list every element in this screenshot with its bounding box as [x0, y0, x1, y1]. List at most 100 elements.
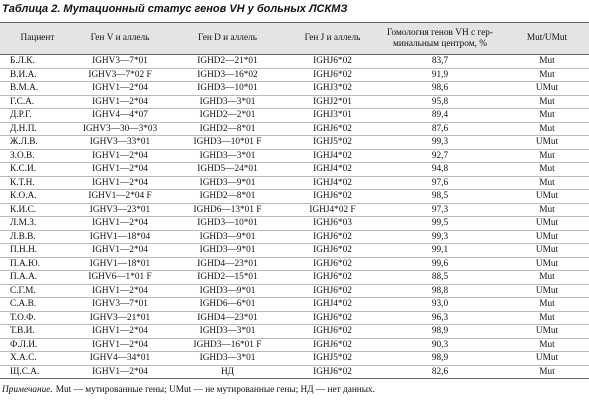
table-row: Г.С.А. IGHV1—2*04 IGHD3—3*01 IGHJ2*01 95,8 Mu…: [0, 95, 589, 109]
table-cell: Г.С.А.: [0, 95, 75, 109]
table-cell: IGHV3—23*01: [75, 203, 165, 217]
table-cell: 91,9: [375, 68, 505, 82]
table-cell: IGHV3—33*01: [75, 135, 165, 150]
header-cell: Пациент: [0, 22, 75, 55]
table-cell: П.А.Ю.: [0, 257, 75, 271]
table-row: Т.В.И. IGHV1—2*04 IGHD3—3*01 IGHJ6*02 98,9 UM…: [0, 324, 589, 339]
table-cell: IGHJ4*02: [290, 297, 375, 312]
table-cell: IGHV1—2*04: [75, 149, 165, 163]
table-row: Щ.С.А. IGHV1—2*04 НД IGHJ6*02 82,6 Mut: [0, 365, 589, 379]
table-row: В.М.А. IGHV1—2*04 IGHD3—10*01 IGHJ3*02 98,6 U…: [0, 81, 589, 96]
table-cell: IGHV6—1*01 F: [75, 270, 165, 285]
table-cell: IGHV1—2*04 F: [75, 189, 165, 204]
table-cell: IGHD2—8*01: [165, 189, 290, 204]
table-row: К.С.И. IGHV1—2*04 IGHD5—24*01 IGHJ4*02 94,8 M…: [0, 162, 589, 177]
header-cell: Mut/UMut: [505, 22, 589, 55]
table-cell: IGHV3—7*02 F: [75, 68, 165, 82]
table-cell: 98,8: [375, 284, 505, 298]
table-cell: Mut: [505, 311, 589, 325]
table-cell: IGHD3—3*01: [165, 324, 290, 339]
table-row: П.А.Ю. IGHV1—18*01 IGHD4—23*01 IGHJ6*02 99,6…: [0, 257, 589, 271]
table-cell: IGHD3—10*01: [165, 216, 290, 231]
table-cell: IGHJ6*02: [290, 122, 375, 136]
table-cell: Щ.С.А.: [0, 365, 75, 379]
table-cell: IGHJ4*02: [290, 176, 375, 190]
table-cell: IGHV3—30—3*03: [75, 122, 165, 136]
table-cell: Mut: [505, 338, 589, 352]
note-text: Mut — мутированные гены; UMut — не мутир…: [55, 385, 375, 395]
table-cell: IGHJ3*01: [290, 108, 375, 123]
header-row: Пациент Ген V и аллель Ген D и аллель Ген J…: [0, 22, 589, 55]
table-cell: IGHV1—2*04: [75, 216, 165, 231]
table-cell: IGHJ6*02: [290, 284, 375, 298]
table-cell: IGHJ3*02: [290, 81, 375, 96]
table-cell: IGHJ6*02: [290, 243, 375, 258]
table-cell: Mut: [505, 365, 589, 379]
table-cell: IGHV1—2*04: [75, 365, 165, 379]
table-cell: IGHD3—9*01: [165, 284, 290, 298]
table-cell: IGHJ6*02: [290, 54, 375, 69]
table-cell: IGHD6—13*01 F: [165, 203, 290, 217]
table-cell: IGHV1—2*04: [75, 284, 165, 298]
table-cell: 93,0: [375, 297, 505, 312]
table-cell: Mut: [505, 68, 589, 82]
table-cell: IGHV1—18*01: [75, 257, 165, 271]
table-row: Д.Р.Г. IGHV4—4*07 IGHD2—2*01 IGHJ3*01 89,4 Mu…: [0, 108, 589, 123]
table-cell: UMut: [505, 81, 589, 96]
table-cell: П.А.А.: [0, 270, 75, 285]
table-cell: IGHD2—21*01: [165, 54, 290, 69]
table-cell: Mut: [505, 122, 589, 136]
table-cell: С.А.В.: [0, 297, 75, 312]
table-cell: НД: [165, 365, 290, 379]
table-cell: 95,8: [375, 95, 505, 109]
table-cell: Mut: [505, 270, 589, 285]
table-cell: IGHD3—3*01: [165, 351, 290, 366]
table-cell: Х.А.С.: [0, 351, 75, 366]
table-cell: 88,5: [375, 270, 505, 285]
table-cell: Mut: [505, 54, 589, 69]
table-cell: IGHJ6*02: [290, 324, 375, 339]
table-cell: IGHV1—2*04: [75, 81, 165, 96]
table-cell: Т.В.И.: [0, 324, 75, 339]
table-body: Б.Л.К. IGHV3—7*01 IGHD2—21*01 IGHJ6*02 83,7 M…: [0, 54, 589, 379]
table-cell: 87,6: [375, 122, 505, 136]
table-cell: IGHD2—2*01: [165, 108, 290, 123]
table-cell: UMut: [505, 230, 589, 244]
table-cell: Ф.Л.И.: [0, 338, 75, 352]
table-cell: 99,3: [375, 230, 505, 244]
table-cell: К.И.С.: [0, 203, 75, 217]
table-cell: IGHJ4*02: [290, 149, 375, 163]
table-row: Т.О.Ф. IGHV3—21*01 IGHD4—23*01 IGHJ6*02 96,3…: [0, 311, 589, 325]
table-cell: 89,4: [375, 108, 505, 123]
table-cell: IGHJ2*01: [290, 95, 375, 109]
table-cell: IGHD3—3*01: [165, 149, 290, 163]
table-cell: IGHJ6*02: [290, 365, 375, 379]
table-cell: IGHV1—2*04: [75, 162, 165, 177]
table-cell: IGHV1—2*04: [75, 338, 165, 352]
table-cell: IGHJ4*02: [290, 162, 375, 177]
table-cell: Ж.Л.В.: [0, 135, 75, 150]
table-cell: Mut: [505, 108, 589, 123]
table-cell: IGHJ4*02 F: [290, 203, 375, 217]
table-cell: IGHD6—6*01: [165, 297, 290, 312]
table-cell: UMut: [505, 324, 589, 339]
note-label: Примечание.: [2, 385, 53, 395]
table-cell: Mut: [505, 203, 589, 217]
table-cell: IGHV1—2*04: [75, 95, 165, 109]
table-cell: IGHD5—24*01: [165, 162, 290, 177]
table-cell: 94,8: [375, 162, 505, 177]
table-cell: UMut: [505, 284, 589, 298]
table-cell: 99,6: [375, 257, 505, 271]
table-cell: Д.Р.Г.: [0, 108, 75, 123]
table-cell: 90,3: [375, 338, 505, 352]
table-row: К.Т.Н. IGHV1—2*04 IGHD3—9*01 IGHJ4*02 97,6 Mu…: [0, 176, 589, 190]
table-cell: IGHD3—9*01: [165, 230, 290, 244]
table-cell: IGHV1—2*04: [75, 176, 165, 190]
table-cell: Mut: [505, 297, 589, 312]
table-cell: IGHD4—23*01: [165, 257, 290, 271]
table-cell: IGHD4—23*01: [165, 311, 290, 325]
table-cell: IGHD2—8*01: [165, 122, 290, 136]
table-cell: IGHJ6*02: [290, 270, 375, 285]
table-cell: 98,6: [375, 81, 505, 96]
